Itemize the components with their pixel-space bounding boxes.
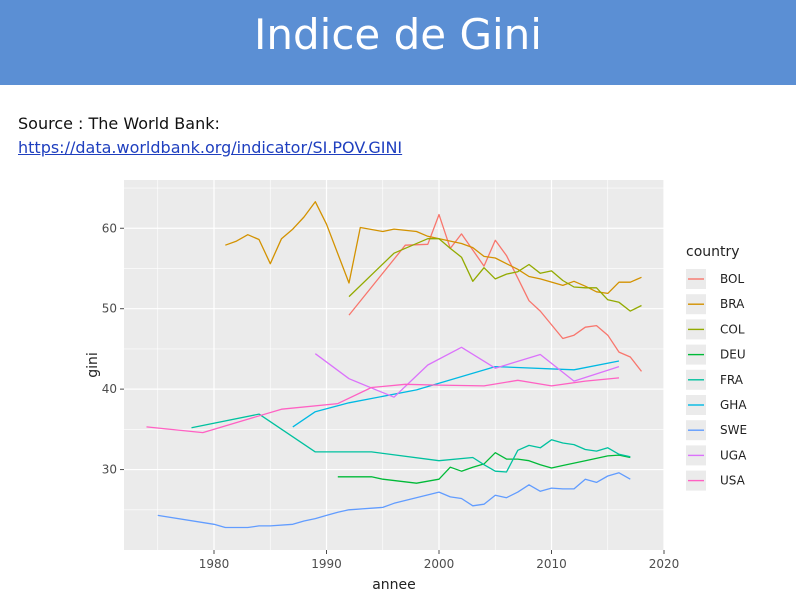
legend-label-col: COL <box>720 322 745 336</box>
source-link[interactable]: https://data.worldbank.org/indicator/SI.… <box>18 138 403 157</box>
series-line-uga <box>314 346 620 398</box>
x-tick-label: 2020 <box>649 557 680 571</box>
legend-label-uga: UGA <box>720 448 747 462</box>
legend-label-bra: BRA <box>720 297 745 311</box>
source-label: Source : The World Bank: <box>18 114 220 133</box>
x-tick-label: 2000 <box>424 557 455 571</box>
y-tick-label: 30 <box>102 463 117 477</box>
source-block: Source : The World Bank: https://data.wo… <box>18 112 402 160</box>
legend-label-swe: SWE <box>720 423 747 437</box>
x-axis-title: annee <box>372 577 416 593</box>
y-tick-label: 50 <box>102 302 117 316</box>
y-tick-label: 40 <box>102 382 117 396</box>
legend-label-usa: USA <box>720 474 746 488</box>
series-lines <box>146 201 643 529</box>
series-line-gha <box>292 360 620 428</box>
series-line-fra <box>191 413 631 473</box>
plot-panel <box>124 180 664 550</box>
title-banner: Indice de Gini <box>0 0 796 85</box>
grid-lines <box>124 180 665 550</box>
x-tick-label: 1990 <box>311 557 342 571</box>
series-line-bra <box>225 201 642 295</box>
series-line-usa <box>146 377 620 434</box>
legend-label-bol: BOL <box>720 272 744 286</box>
x-tick-label: 1980 <box>199 557 230 571</box>
legend-label-deu: DEU <box>720 348 746 362</box>
legend-title: country <box>686 244 740 260</box>
series-line-deu <box>337 452 631 484</box>
legend-label-fra: FRA <box>720 373 744 387</box>
series-line-swe <box>157 472 631 529</box>
y-axis: 30 40 50 60 <box>102 221 124 477</box>
x-tick-label: 2010 <box>536 557 567 571</box>
legend: country BOL BRA COL DEU FRA GHA SWE UGA USA <box>686 244 747 491</box>
series-line-bol <box>348 213 643 372</box>
legend-label-gha: GHA <box>720 398 747 412</box>
series-line-col <box>348 238 642 312</box>
y-tick-label: 60 <box>102 221 117 235</box>
x-axis: 1980 1990 2000 2010 2020 <box>199 550 680 571</box>
slide-title: Indice de Gini <box>254 10 542 59</box>
y-axis-title: gini <box>85 352 101 378</box>
